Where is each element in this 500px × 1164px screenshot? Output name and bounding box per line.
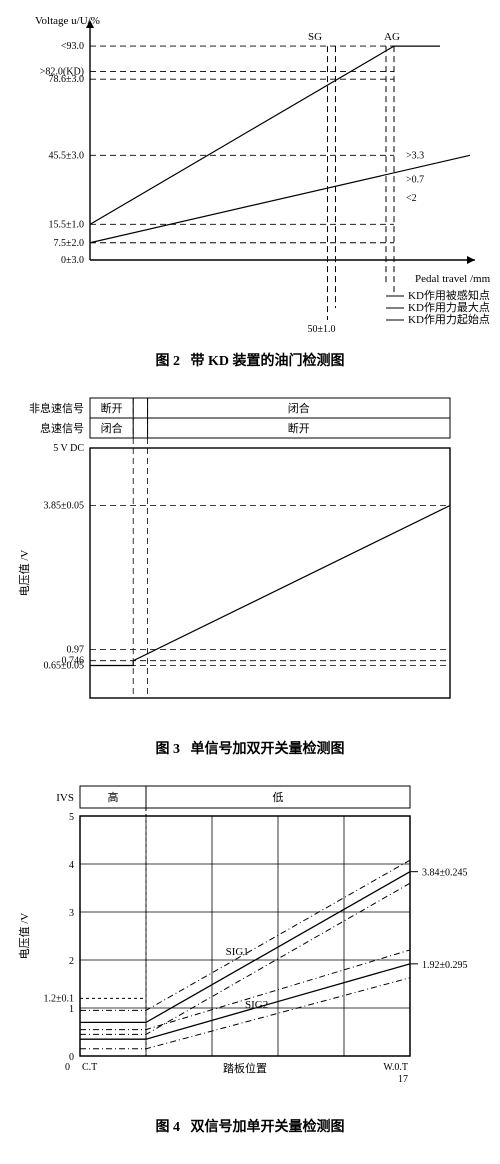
fig2-svg: Voltage u/U/% Pedal travel /mm 0±3.0 7.5±2.… — [10, 10, 490, 340]
fig4-ytick: 3 — [69, 908, 74, 919]
fig2-kd-annotation: KD作用力起始点 — [408, 312, 490, 326]
fig2-sg-label: SG — [308, 31, 322, 43]
fig3-caption: 图 3 单信号加双开关量检测图 — [10, 738, 490, 758]
fig4-sig-label: SIG1 — [226, 946, 249, 958]
fig4-ytick: 2 — [69, 956, 74, 967]
fig4-y-axis-label: 电压值 /V — [18, 913, 31, 960]
fig2-xtick: 50±1.0 — [308, 324, 336, 335]
figure-3: 非息速信号断开闭合息速信号闭合断开5 V DC3.85±0.050.970.74… — [10, 388, 490, 758]
fig4-caption-prefix: 图 4 — [156, 1120, 181, 1135]
fig3-ytick: 0.97 — [67, 645, 85, 656]
fig3-svg: 非息速信号断开闭合息速信号闭合断开5 V DC3.85±0.050.970.74… — [10, 388, 490, 728]
fig2-ytick: >82.0(KD) — [40, 66, 84, 77]
fig2-right-label: >3.3 — [406, 150, 424, 161]
fig2-ytick: 7.5±2.0 — [54, 238, 85, 249]
figure-4: IVS 高 低 0 1 2 3 4 5 1.2±0.1 SIG1 SIG2 3.84±0.245 1.92… — [10, 776, 490, 1136]
fig2-caption-prefix: 图 2 — [156, 354, 181, 369]
fig2-y-axis-label: Voltage u/U/% — [35, 15, 100, 27]
fig4-xtick-left-num: 0 — [65, 1062, 70, 1073]
fig3-y-axis-label: 电压值 /V — [18, 550, 31, 597]
fig2-kd-annotation: KD作用被感知点 — [408, 288, 490, 302]
fig2-caption: 图 2 带 KD 装置的油门检测图 — [10, 350, 490, 370]
figure-2: Voltage u/U/% Pedal travel /mm 0±3.0 7.5±2.… — [10, 10, 490, 370]
fig2-caption-text: 带 KD 装置的油门检测图 — [191, 354, 345, 369]
fig4-xtick-right: W.0.T — [383, 1062, 408, 1073]
fig4-caption: 图 4 双信号加单开关量检测图 — [10, 1116, 490, 1136]
fig4-x-axis-label: 踏板位置 — [223, 1061, 267, 1075]
fig4-caption-text: 双信号加单开关量检测图 — [191, 1120, 345, 1135]
fig4-left-mark: 1.2±0.1 — [44, 993, 75, 1004]
fig2-ytick: 0±3.0 — [61, 255, 84, 266]
fig3-switch-right: 闭合 — [288, 401, 310, 415]
fig3-switch-name: 非息速信号 — [29, 401, 84, 415]
fig4-right-mark: 3.84±0.245 — [422, 868, 468, 879]
fig3-ytick: 3.85±0.05 — [44, 501, 85, 512]
fig2-x-axis-label: Pedal travel /mm — [415, 273, 490, 285]
fig2-right-label: >0.7 — [406, 175, 424, 186]
fig4-sig-label: SIG2 — [245, 999, 268, 1011]
fig4-svg: IVS 高 低 0 1 2 3 4 5 1.2±0.1 SIG1 SIG2 3.84±0.245 1.92… — [10, 776, 490, 1106]
fig3-switch-name: 息速信号 — [40, 421, 84, 435]
fig4-xtick-right-num: 17 — [398, 1074, 408, 1085]
fig3-switch-left: 闭合 — [101, 421, 123, 435]
fig2-ytick: <93.0 — [61, 41, 84, 52]
fig3-ytick: 0.65±0.05 — [44, 661, 85, 672]
fig3-switch-right: 断开 — [288, 421, 310, 435]
fig4-xtick-left: C.T — [82, 1062, 97, 1073]
fig2-ytick: 15.5±1.0 — [49, 219, 85, 230]
fig2-ag-label: AG — [384, 31, 400, 43]
fig4-ivs-low: 低 — [273, 791, 284, 804]
fig3-caption-prefix: 图 3 — [156, 742, 181, 757]
fig3-ytick: 5 V DC — [53, 443, 84, 454]
fig4-ytick: 1 — [69, 1004, 74, 1015]
fig4-ivs-high: 高 — [108, 790, 119, 804]
fig2-kd-annotation: KD作用力最大点 — [408, 300, 490, 314]
fig4-ytick: 5 — [69, 812, 74, 823]
fig3-switch-left: 断开 — [101, 401, 123, 415]
fig2-right-label: <2 — [406, 193, 417, 204]
fig4-ytick: 4 — [69, 860, 74, 871]
fig4-ivs-label: IVS — [56, 792, 74, 804]
fig2-ytick: 45.5±3.0 — [49, 150, 85, 161]
fig4-right-mark: 1.92±0.295 — [422, 960, 468, 971]
fig3-caption-text: 单信号加双开关量检测图 — [191, 742, 345, 757]
